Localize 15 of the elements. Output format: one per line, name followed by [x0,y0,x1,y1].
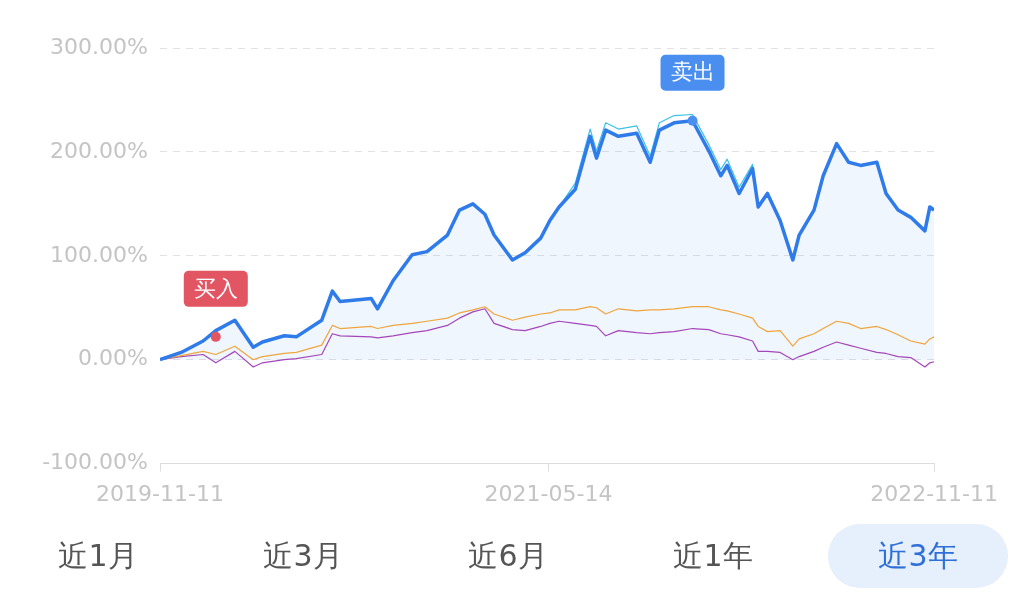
y-tick-label: 200.00% [50,137,148,163]
annotation: 买入 [193,275,238,301]
x-tick-label: 2021-05-14 [484,480,613,506]
x-tick-label: 2019-11-11 [96,480,224,506]
text: 近1月 [57,536,139,575]
x-tick-label: 2022-11-11 [870,480,998,506]
text: 近3年 [828,524,1008,588]
text: 近6月 [467,536,549,575]
y-tick-label: 100.00% [50,241,148,267]
y-tick-label: -100.00% [42,449,148,475]
text: 近3月 [262,536,344,575]
annotation: 卖出 [670,59,715,85]
y-tick-label: 0.00% [78,345,148,371]
y-tick-label: 300.00% [50,33,148,59]
text: 近1年 [672,536,754,575]
